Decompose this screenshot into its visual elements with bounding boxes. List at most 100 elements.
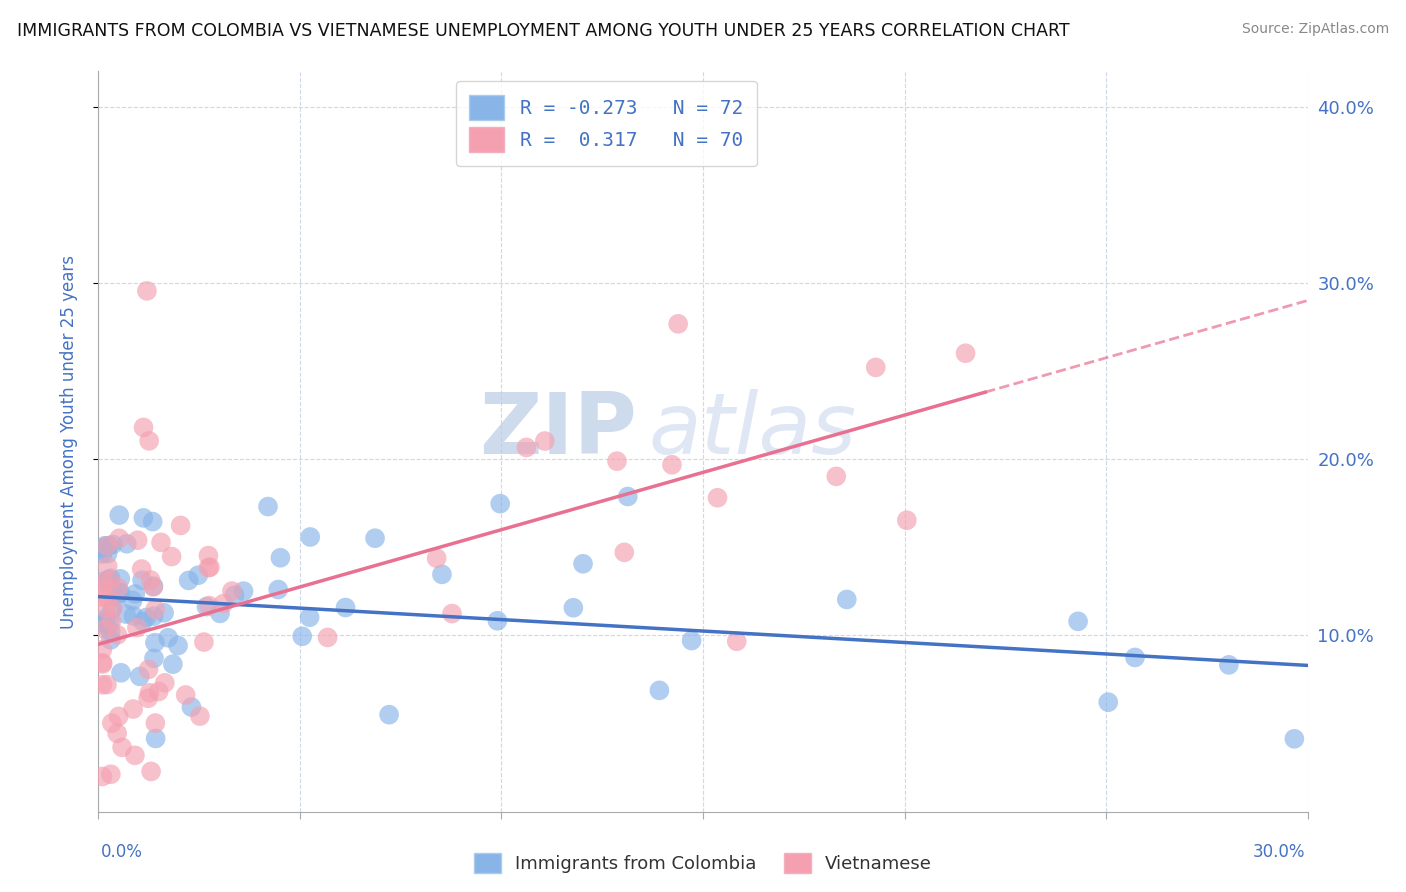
Point [145, 731, 167, 746]
Point [91, 769, 114, 783]
Point [212, 597, 235, 611]
Point [616, 490, 638, 504]
Point [197, 560, 219, 574]
Point [110, 586, 132, 600]
Point [115, 537, 138, 551]
Point [486, 614, 509, 628]
Point [142, 609, 165, 624]
Point [96, 678, 118, 692]
Point [128, 669, 150, 683]
Point [91, 642, 114, 657]
Point [193, 635, 215, 649]
Point [835, 592, 858, 607]
Point [725, 634, 748, 648]
Point [97, 559, 120, 574]
Point [291, 629, 314, 643]
Point [97, 573, 120, 587]
Point [91, 617, 114, 632]
Point [100, 624, 122, 639]
Point [132, 511, 155, 525]
Point [101, 716, 124, 731]
Point [143, 716, 166, 731]
Point [489, 497, 512, 511]
Point [125, 621, 148, 635]
Point [153, 606, 176, 620]
Point [426, 551, 449, 566]
Point [267, 582, 290, 597]
Point [162, 657, 184, 672]
Point [572, 557, 595, 571]
Y-axis label: Unemployment Among Youth under 25 years: Unemployment Among Youth under 25 years [59, 254, 77, 629]
Point [132, 420, 155, 434]
Point [105, 726, 128, 740]
Point [107, 581, 129, 595]
Point [107, 709, 129, 723]
Point [198, 599, 221, 613]
Point [825, 469, 848, 483]
Point [534, 434, 557, 448]
Point [97, 591, 120, 606]
Point [91, 547, 114, 561]
Text: Source: ZipAtlas.com: Source: ZipAtlas.com [1241, 22, 1389, 37]
Point [94, 601, 117, 615]
Point [110, 665, 132, 680]
Point [208, 607, 231, 621]
Point [131, 562, 153, 576]
Point [111, 740, 134, 755]
Point [562, 600, 585, 615]
Point [115, 607, 138, 621]
Point [127, 533, 149, 548]
Point [139, 573, 162, 587]
Point [174, 688, 197, 702]
Point [706, 491, 728, 505]
Point [100, 571, 122, 585]
Point [298, 610, 321, 624]
Point [681, 633, 703, 648]
Point [124, 748, 146, 763]
Point [896, 513, 918, 527]
Point [187, 568, 209, 582]
Point [1123, 650, 1146, 665]
Point [96, 539, 118, 553]
Point [122, 702, 145, 716]
Point [93, 539, 115, 553]
Legend: Immigrants from Colombia, Vietnamese: Immigrants from Colombia, Vietnamese [467, 846, 939, 880]
Point [232, 584, 254, 599]
Point [167, 639, 190, 653]
Point [122, 609, 145, 624]
Point [257, 500, 280, 514]
Point [180, 700, 202, 714]
Point [335, 600, 357, 615]
Text: 30.0%: 30.0% [1253, 843, 1305, 861]
Point [150, 535, 173, 549]
Point [98, 616, 121, 631]
Point [198, 560, 221, 574]
Point [91, 657, 114, 671]
Point [378, 707, 401, 722]
Point [299, 530, 322, 544]
Point [101, 601, 124, 615]
Point [136, 691, 159, 706]
Point [441, 607, 464, 621]
Point [135, 284, 157, 298]
Point [91, 656, 114, 670]
Point [153, 675, 176, 690]
Point [91, 678, 114, 692]
Point [96, 547, 118, 561]
Point [195, 599, 218, 614]
Point [135, 610, 157, 624]
Text: IMMIGRANTS FROM COLOMBIA VS VIETNAMESE UNEMPLOYMENT AMONG YOUTH UNDER 25 YEARS C: IMMIGRANTS FROM COLOMBIA VS VIETNAMESE U… [17, 22, 1070, 40]
Point [96, 611, 118, 625]
Point [107, 628, 129, 642]
Legend: R = -0.273   N = 72, R =  0.317   N = 70: R = -0.273 N = 72, R = 0.317 N = 70 [456, 81, 756, 166]
Point [1218, 657, 1240, 672]
Point [93, 622, 115, 636]
Point [269, 550, 291, 565]
Point [316, 631, 339, 645]
Point [100, 574, 122, 588]
Point [1097, 695, 1119, 709]
Point [100, 632, 122, 647]
Point [221, 584, 243, 599]
Point [101, 602, 124, 616]
Point [143, 635, 166, 649]
